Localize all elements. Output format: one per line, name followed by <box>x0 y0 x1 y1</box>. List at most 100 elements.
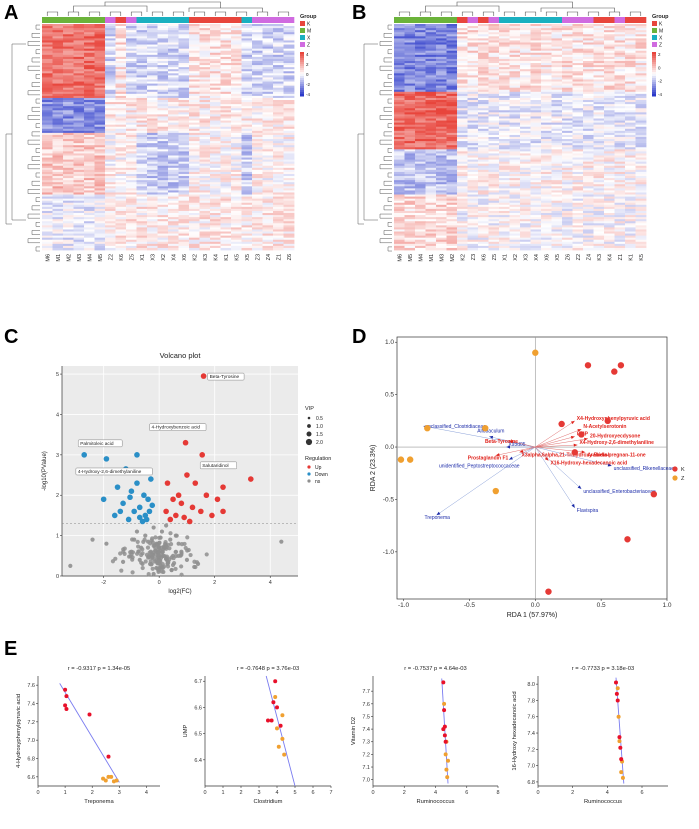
heatmap-a-cell <box>231 87 242 91</box>
heatmap-b-dendro-link <box>379 90 392 96</box>
heatmap-b-cell <box>478 85 489 89</box>
heatmap-b-cell <box>478 67 489 70</box>
heatmap-b-cell <box>520 147 531 150</box>
heatmap-a-cell <box>273 243 284 247</box>
heatmap-b-cell <box>404 26 416 29</box>
heatmap-b-cell <box>509 112 521 115</box>
heatmap-b-cell <box>593 52 605 56</box>
heatmap-a-cell <box>231 190 242 193</box>
heatmap-a-cell <box>273 215 284 218</box>
heatmap-a-cell <box>52 30 64 33</box>
heatmap-b-cell <box>415 198 426 202</box>
heatmap-b-cell <box>404 151 416 154</box>
heatmap-b-cell <box>457 167 468 171</box>
heatmap-b-cell <box>457 30 468 33</box>
heatmap-b-cell <box>457 42 468 45</box>
heatmap-a-cell <box>105 147 116 150</box>
heatmap-a-cell <box>147 245 158 249</box>
heatmap-a-cell <box>241 38 253 41</box>
heatmap-a-cell <box>115 134 127 138</box>
heatmap-b-cell <box>604 194 615 197</box>
heatmap-b-cell <box>394 48 405 52</box>
heatmap-a-cell <box>273 147 284 150</box>
heatmap-a-cell <box>94 79 106 82</box>
heatmap-b-group-bar-cell <box>604 17 615 23</box>
heatmap-a-cell <box>157 182 169 185</box>
heatmap-b-cell <box>415 116 426 119</box>
heatmap-b-cell <box>394 132 405 136</box>
heatmap-b-cell <box>593 204 605 208</box>
heatmap-a-cell <box>94 151 106 154</box>
heatmap-b-cell <box>436 102 447 105</box>
heatmap-a-cell <box>52 104 64 107</box>
heatmap-b-cell <box>436 87 447 91</box>
heatmap-a-cell <box>136 219 148 222</box>
heatmap-a-cell <box>189 36 200 39</box>
heatmap-a-cell <box>73 176 85 179</box>
heatmap-b-cell <box>604 124 615 128</box>
heatmap-a-cell <box>52 206 64 210</box>
heatmap-a-cell <box>231 122 242 126</box>
heatmap-b-cell <box>541 171 552 175</box>
heatmap-a-cell <box>168 116 179 119</box>
heatmap-a-cell <box>136 106 148 109</box>
heatmap-a-cell <box>157 128 169 132</box>
heatmap-a-cell <box>63 134 74 138</box>
heatmap-b-cell <box>425 46 437 50</box>
heatmap-a-cell <box>189 159 200 163</box>
heatmap-a-cell <box>84 215 95 218</box>
heatmap-b-cell <box>520 126 531 130</box>
heatmap-a-cell <box>136 171 148 175</box>
heatmap-a-cell <box>283 36 295 39</box>
heatmap-a-cell <box>126 100 137 103</box>
heatmap-a-cell <box>283 69 295 72</box>
heatmap-a-cell <box>283 126 295 130</box>
heatmap-a-cell <box>168 161 179 165</box>
heatmap-a-cell <box>231 116 242 119</box>
heatmap-a-dendro-link <box>31 32 40 38</box>
heatmap-b-cell <box>583 192 594 195</box>
heatmap-a-cell <box>273 58 284 62</box>
heatmap-b-cell <box>394 157 405 160</box>
heatmap-a-cell <box>252 44 263 47</box>
heatmap-a-cell <box>178 188 190 191</box>
heatmap-a-cell <box>42 116 53 119</box>
heatmap-a-cell <box>126 223 137 226</box>
heatmap-a-cell <box>84 26 95 29</box>
heatmap-a-cell <box>262 65 274 68</box>
heatmap-b-cell <box>478 196 489 200</box>
heatmap-a-cell <box>252 233 263 237</box>
heatmap-b-cell <box>436 128 447 132</box>
heatmap-a-cell <box>136 126 148 130</box>
heatmap-b-cell <box>530 95 542 99</box>
heatmap-a-cell <box>168 239 179 243</box>
heatmap-a-cell <box>73 200 85 204</box>
heatmap-b-cell <box>404 60 416 64</box>
heatmap-b-cell <box>457 198 468 202</box>
heatmap-a-cell <box>84 95 95 99</box>
heatmap-b-cell <box>604 38 615 41</box>
heatmap-b-cell <box>488 38 500 41</box>
heatmap-a-cell <box>63 157 74 160</box>
heatmap-b-cell <box>425 147 437 150</box>
heatmap-a-dendro-link <box>27 189 40 194</box>
heatmap-a-cell <box>241 42 253 45</box>
heatmap-b-dendro-link <box>379 115 392 120</box>
heatmap-a-cell <box>178 134 190 138</box>
heatmap-a-cell <box>262 60 274 64</box>
heatmap-b-cell <box>562 85 573 89</box>
heatmap-b-cell <box>478 108 489 111</box>
heatmap-b-cell <box>499 198 510 202</box>
heatmap-a-cell <box>84 46 95 50</box>
heatmap-b-cell <box>488 77 500 80</box>
heatmap-a-cell <box>252 223 263 226</box>
heatmap-a-cell <box>168 44 179 47</box>
heatmap-a-cell <box>178 52 190 56</box>
heatmap-a-cell <box>231 85 242 89</box>
heatmap-b-cell <box>635 85 647 89</box>
heatmap-a-col-label: Z2 <box>108 254 114 260</box>
heatmap-a-cell <box>220 52 232 56</box>
heatmap-a-cell <box>220 132 232 136</box>
heatmap-a-cell <box>241 118 253 121</box>
heatmap-a-cell <box>252 231 263 234</box>
